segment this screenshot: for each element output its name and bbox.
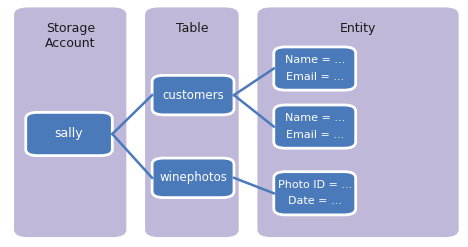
Text: Photo ID = ...
Date = ...: Photo ID = ... Date = ... xyxy=(278,180,352,206)
FancyBboxPatch shape xyxy=(274,105,356,148)
FancyBboxPatch shape xyxy=(152,75,234,115)
Text: Table: Table xyxy=(176,22,208,35)
Text: winephotos: winephotos xyxy=(159,171,227,184)
FancyBboxPatch shape xyxy=(26,112,112,156)
FancyBboxPatch shape xyxy=(152,158,234,198)
FancyBboxPatch shape xyxy=(257,7,459,237)
Text: Name = ...
Email = ...: Name = ... Email = ... xyxy=(285,55,345,82)
FancyBboxPatch shape xyxy=(145,7,239,237)
Text: Entity: Entity xyxy=(340,22,376,35)
Text: sally: sally xyxy=(55,127,83,141)
FancyBboxPatch shape xyxy=(274,172,356,215)
Text: Storage
Account: Storage Account xyxy=(45,22,95,50)
FancyBboxPatch shape xyxy=(14,7,126,237)
Text: Name = ...
Email = ...: Name = ... Email = ... xyxy=(285,113,345,140)
FancyBboxPatch shape xyxy=(274,47,356,90)
Text: customers: customers xyxy=(162,89,224,102)
